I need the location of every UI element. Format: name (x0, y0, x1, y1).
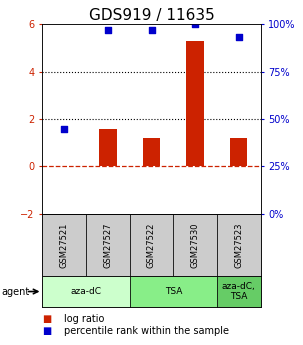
Point (62, 126, 67, 131)
Bar (130, 276, 217, 307)
Bar (217, 214, 261, 276)
Bar (230, 138, 248, 167)
Text: GSM27523: GSM27523 (234, 222, 243, 268)
Bar (173, 214, 217, 276)
Point (193, 21, 198, 27)
Bar (130, 214, 173, 276)
Bar (86, 214, 130, 276)
Text: aza-dC: aza-dC (71, 287, 102, 296)
Text: GSM27527: GSM27527 (103, 222, 112, 268)
Text: aza-dC,
TSA: aza-dC, TSA (222, 282, 256, 301)
Point (236, 35, 241, 40)
Bar (42, 214, 86, 276)
Text: ■: ■ (42, 326, 52, 336)
Text: log ratio: log ratio (64, 314, 104, 324)
Bar (99, 128, 117, 167)
Text: ■: ■ (42, 314, 52, 324)
Text: GSM27522: GSM27522 (147, 222, 156, 268)
Point (105, 27, 110, 32)
Text: GSM27521: GSM27521 (60, 222, 69, 268)
Bar (143, 138, 160, 167)
Bar (42, 276, 130, 307)
Bar (186, 41, 204, 167)
Bar (217, 276, 261, 307)
Point (149, 27, 154, 32)
Text: percentile rank within the sample: percentile rank within the sample (64, 326, 229, 336)
Text: GSM27530: GSM27530 (191, 222, 200, 268)
Text: agent: agent (2, 287, 30, 296)
Text: TSA: TSA (165, 287, 182, 296)
Title: GDS919 / 11635: GDS919 / 11635 (88, 8, 215, 23)
